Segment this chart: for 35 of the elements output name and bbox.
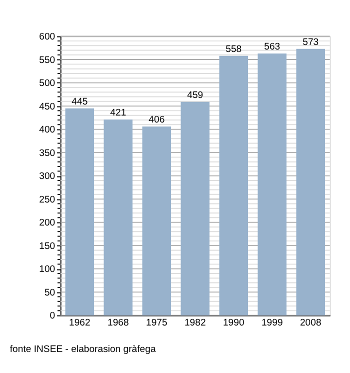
y-tick-label: 0	[50, 310, 56, 322]
bar	[258, 53, 287, 316]
data-label: 558	[226, 44, 242, 55]
y-tick-label: 50	[44, 287, 56, 298]
bar	[142, 126, 172, 316]
x-tick-label: 2008	[300, 317, 322, 328]
bar	[180, 102, 210, 316]
y-tick-label: 350	[39, 148, 56, 159]
x-tick-label: 1975	[146, 317, 168, 328]
data-label: 573	[302, 37, 319, 48]
y-tick-label: 400	[39, 124, 56, 136]
y-tick-label: 150	[39, 240, 56, 252]
source-note: fonte INSEE - elaborasion gràfega	[10, 344, 156, 355]
y-tick-label: 100	[39, 264, 56, 276]
y-tick-label: 550	[39, 54, 56, 66]
data-label: 459	[187, 90, 204, 102]
y-tick-label: 500	[39, 78, 56, 90]
y-tick-label: 450	[39, 101, 56, 112]
data-label: 406	[148, 114, 165, 126]
bar	[219, 56, 248, 316]
bar	[296, 48, 325, 316]
data-label: 445	[72, 96, 88, 108]
bar	[104, 120, 133, 316]
y-tick-label: 200	[39, 218, 56, 229]
x-tick-label: 1982	[184, 317, 206, 328]
data-label: 563	[264, 42, 280, 53]
bar	[65, 108, 94, 316]
data-label: 421	[110, 108, 126, 119]
x-tick-label: 1999	[261, 317, 283, 328]
y-tick-label: 300	[39, 171, 56, 182]
x-tick-label: 1968	[107, 317, 129, 328]
y-tick-label: 250	[39, 194, 56, 206]
x-tick-label: 1962	[69, 317, 90, 328]
y-tick-label: 600	[39, 32, 56, 43]
x-tick-label: 1990	[222, 317, 244, 328]
